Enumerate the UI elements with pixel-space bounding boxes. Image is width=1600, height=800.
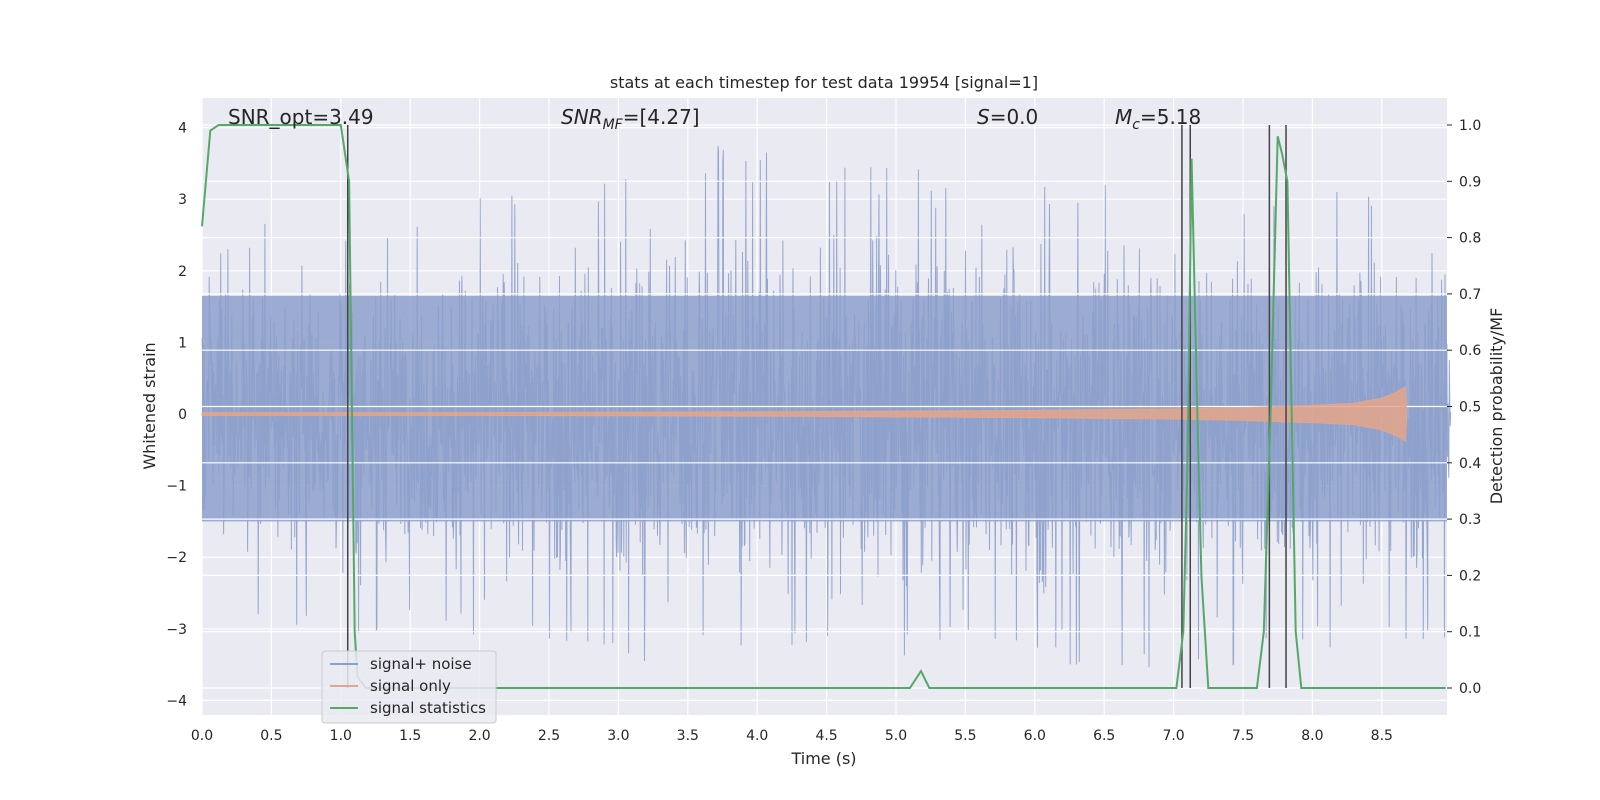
plot-area xyxy=(201,98,1452,715)
annotation-mc-rest: =5.18 xyxy=(1140,105,1201,129)
y-right-tick-label: 0.9 xyxy=(1459,174,1481,190)
legend-box xyxy=(321,650,497,724)
y-right-axis-label: Detection probability/MF xyxy=(1487,308,1506,505)
legend: signal+ noise signal only signal statist… xyxy=(321,650,497,724)
y-tick-label: −2 xyxy=(166,550,187,566)
x-tick-label: 6.5 xyxy=(1093,728,1115,744)
legend-label-signal-only: signal only xyxy=(370,677,451,695)
y-axis-label: Whitened strain xyxy=(140,342,159,469)
x-tick-label: 2.0 xyxy=(468,728,490,744)
x-tick-label: 2.5 xyxy=(538,728,560,744)
signal-statistics-line xyxy=(201,124,1446,689)
x-tick-label: 1.5 xyxy=(399,728,421,744)
legend-label-signal-statistics: signal statistics xyxy=(370,699,486,717)
signal-noise-line xyxy=(201,146,1452,668)
annotation-snr-mf: SNRMF=[4.27] xyxy=(561,105,700,133)
y-axis-ticks: 4 3 2 1 0 −1 −2 −3 −4 xyxy=(166,121,187,710)
x-tick-label: 3.5 xyxy=(677,728,699,744)
x-tick-label: 5.5 xyxy=(954,728,976,744)
annotation-snr-mf-main: SNR xyxy=(561,105,603,129)
y-tick-label: 1 xyxy=(178,335,187,351)
signal-statistics-series xyxy=(201,124,1446,689)
chart-title: stats at each timestep for test data 199… xyxy=(610,73,1038,92)
y-right-tick-label: 0.5 xyxy=(1459,400,1481,416)
y-tick-label: 3 xyxy=(178,192,187,208)
y-right-tick-label: 0.8 xyxy=(1459,231,1481,247)
x-tick-label: 8.5 xyxy=(1371,728,1393,744)
x-tick-label: 0.5 xyxy=(260,728,282,744)
y-right-tick-label: 1.0 xyxy=(1459,118,1481,134)
x-axis-ticks: 0.0 0.5 1.0 1.5 2.0 2.5 3.0 3.5 4.0 4.5 5.0 5.5 6.0 6… xyxy=(191,728,1393,744)
y-right-tick-label: 0.2 xyxy=(1459,568,1481,584)
x-tick-label: 4.5 xyxy=(815,728,837,744)
y-right-tick-label: 0.3 xyxy=(1459,512,1481,528)
x-tick-label: 7.0 xyxy=(1162,728,1184,744)
annotation-snr-opt: SNR_opt=3.49 xyxy=(228,105,374,129)
x-tick-label: 3.0 xyxy=(607,728,629,744)
x-axis-label: Time (s) xyxy=(790,749,856,768)
x-tick-label: 1.0 xyxy=(330,728,352,744)
x-tick-label: 4.0 xyxy=(746,728,768,744)
annotation-s-main: S xyxy=(977,105,990,129)
annotations: SNR_opt=3.49 SNRMF=[4.27] S=0.0 Mc=5.18 xyxy=(228,105,1201,133)
y-right-tick-label: 0.0 xyxy=(1459,681,1481,697)
signal-only-line xyxy=(201,385,1408,443)
x-tick-label: 8.0 xyxy=(1301,728,1323,744)
y-right-tick-label: 0.7 xyxy=(1459,287,1481,303)
annotation-s-rest: =0.0 xyxy=(990,105,1039,129)
y-right-tick-label: 0.4 xyxy=(1459,456,1481,472)
y-right-tick-label: 0.6 xyxy=(1459,343,1481,359)
y-tick-label: 2 xyxy=(178,264,187,280)
y-tick-label: −1 xyxy=(166,479,187,495)
vertical-markers xyxy=(346,125,1287,688)
annotation-mc-main: M xyxy=(1115,105,1132,129)
x-tick-label: 0.0 xyxy=(191,728,213,744)
x-tick-label: 7.5 xyxy=(1232,728,1254,744)
annotation-snr-mf-sub: MF xyxy=(603,117,624,133)
annotation-mc-sub: c xyxy=(1132,117,1140,133)
y-tick-label: 4 xyxy=(178,121,187,137)
annotation-mc: Mc=5.18 xyxy=(1115,105,1201,133)
annotation-s: S=0.0 xyxy=(977,105,1038,129)
y-tick-label: 0 xyxy=(178,407,187,423)
x-tick-label: 5.0 xyxy=(885,728,907,744)
y-right-tick-label: 0.1 xyxy=(1459,625,1481,641)
x-tick-label: 6.0 xyxy=(1024,728,1046,744)
legend-label-signal-noise: signal+ noise xyxy=(370,655,472,673)
annotation-snr-mf-rest: =[4.27] xyxy=(623,105,700,129)
y-right-axis-ticks: 1.0 0.9 0.8 0.7 0.6 0.5 0.4 0.3 0.2 0.1 0.0 xyxy=(1447,118,1481,697)
y-tick-label: −4 xyxy=(166,693,187,709)
y-tick-label: −3 xyxy=(166,622,187,638)
signal-only-series xyxy=(201,385,1408,443)
